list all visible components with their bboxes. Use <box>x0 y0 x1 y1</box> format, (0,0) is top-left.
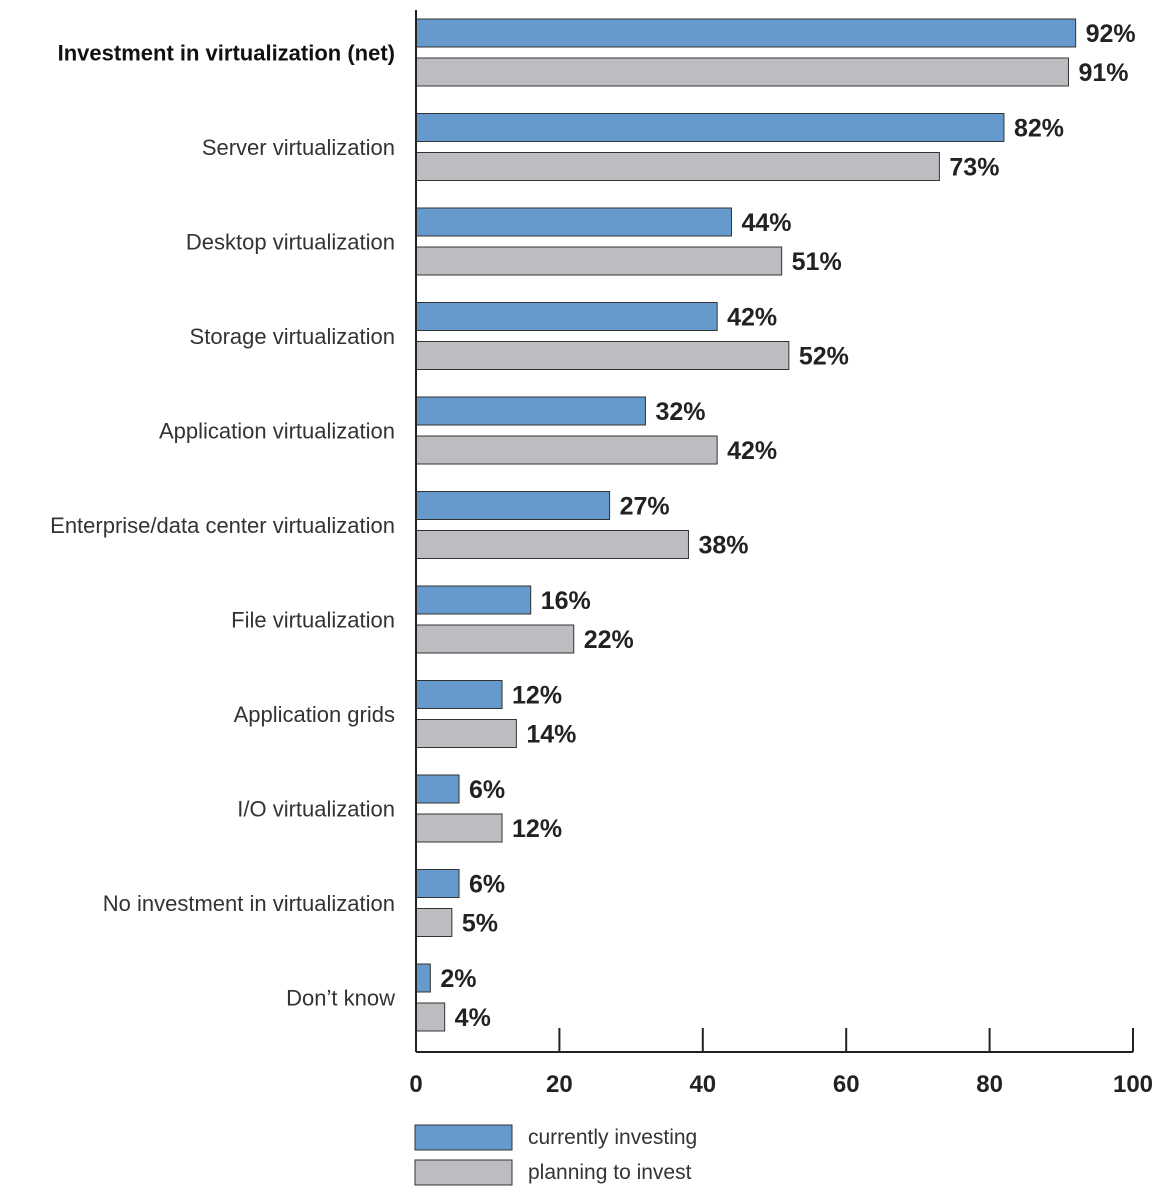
data-label-currently-investing-0: 92% <box>1086 20 1136 48</box>
data-label-currently-investing-7: 12% <box>512 682 562 710</box>
category-label-10: Don’t know <box>286 986 395 1011</box>
data-label-planning-to-invest-0: 91% <box>1078 59 1128 87</box>
bar-currently-investing-10 <box>415 963 431 993</box>
data-label-currently-investing-3: 42% <box>727 304 777 332</box>
bar-planning-to-invest-4 <box>415 435 718 465</box>
x-tick-label-1: 20 <box>546 1071 573 1098</box>
data-label-planning-to-invest-2: 51% <box>792 248 842 276</box>
bar-currently-investing-0 <box>415 18 1077 48</box>
data-label-planning-to-invest-7: 14% <box>526 721 576 749</box>
bar-planning-to-invest-7 <box>415 719 517 748</box>
data-label-currently-investing-4: 32% <box>655 398 705 426</box>
bar-currently-investing-8 <box>415 774 460 804</box>
data-label-currently-investing-6: 16% <box>541 587 591 615</box>
data-label-planning-to-invest-5: 38% <box>698 532 748 560</box>
bar-currently-investing-6 <box>415 585 532 615</box>
data-label-currently-investing-2: 44% <box>741 209 791 237</box>
legend-swatch-planning-to-invest <box>414 1159 513 1186</box>
x-tick-label-0: 0 <box>409 1071 422 1098</box>
bar-planning-to-invest-5 <box>415 530 689 559</box>
bar-planning-to-invest-3 <box>415 341 790 370</box>
bar-planning-to-invest-1 <box>415 152 940 181</box>
category-label-0: Investment in virtualization (net) <box>58 41 395 66</box>
legend-swatch-currently-investing <box>414 1124 513 1151</box>
bar-planning-to-invest-2 <box>415 246 783 276</box>
x-tick-label-5: 100 <box>1113 1071 1153 1098</box>
bar-planning-to-invest-8 <box>415 813 503 843</box>
category-label-2: Desktop virtualization <box>186 230 395 255</box>
bar-currently-investing-4 <box>415 396 646 426</box>
data-label-currently-investing-1: 82% <box>1014 115 1064 143</box>
bars-layer: 92% 91% 82% 73% 44%51% 42% 52% 32% 42% 27% 38% 16% 2… <box>415 18 1136 1032</box>
legend-label-currently-investing: currently investing <box>528 1126 697 1149</box>
category-label-8: I/O virtualization <box>237 797 395 822</box>
data-label-currently-investing-10: 2% <box>440 965 476 993</box>
bar-currently-investing-2 <box>415 207 732 237</box>
x-axis: 0 20 40 60 80 100 <box>409 10 1153 1098</box>
data-label-planning-to-invest-9: 5% <box>462 910 498 938</box>
bar-planning-to-invest-9 <box>415 908 453 937</box>
bar-planning-to-invest-0 <box>415 57 1069 87</box>
legend: currently investing planning to invest <box>414 1124 697 1186</box>
x-tick-label-3: 60 <box>833 1071 860 1098</box>
bar-currently-investing-3 <box>415 302 718 331</box>
category-label-4: Application virtualization <box>159 419 395 444</box>
x-tick-label-4: 80 <box>976 1071 1003 1098</box>
bar-planning-to-invest-10 <box>415 1002 446 1032</box>
data-label-planning-to-invest-6: 22% <box>584 626 634 654</box>
legend-label-planning-to-invest: planning to invest <box>528 1161 692 1184</box>
category-labels: Investment in virtualization (net) Server… <box>50 41 395 1011</box>
data-label-currently-investing-8: 6% <box>469 776 505 804</box>
bar-currently-investing-7 <box>415 680 503 709</box>
category-label-1: Server virtualization <box>202 135 395 160</box>
x-tick-label-2: 40 <box>689 1071 716 1098</box>
category-label-5: Enterprise/data center virtualization <box>50 513 395 538</box>
category-label-6: File virtualization <box>231 608 395 633</box>
data-label-planning-to-invest-3: 52% <box>799 343 849 371</box>
data-label-currently-investing-9: 6% <box>469 871 505 899</box>
category-label-3: Storage virtualization <box>190 324 395 349</box>
data-label-currently-investing-5: 27% <box>620 493 670 521</box>
data-label-planning-to-invest-4: 42% <box>727 437 777 465</box>
data-label-planning-to-invest-8: 12% <box>512 815 562 843</box>
data-label-planning-to-invest-10: 4% <box>455 1004 491 1032</box>
category-label-9: No investment in virtualization <box>103 891 395 916</box>
bar-planning-to-invest-6 <box>415 624 575 654</box>
category-label-7: Application grids <box>234 702 395 727</box>
bar-currently-investing-5 <box>415 491 611 520</box>
data-label-planning-to-invest-1: 73% <box>949 154 999 182</box>
bar-currently-investing-9 <box>415 869 460 898</box>
bar-currently-investing-1 <box>415 113 1005 142</box>
